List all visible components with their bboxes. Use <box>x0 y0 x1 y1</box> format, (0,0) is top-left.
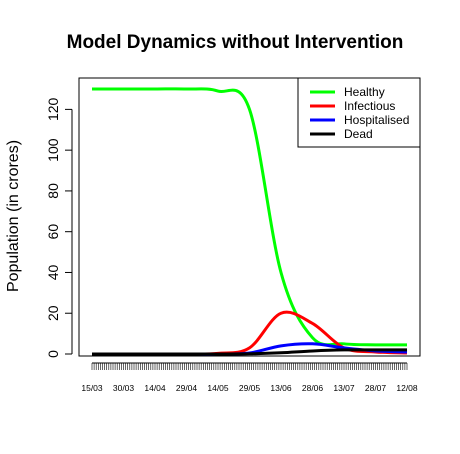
x-tick-label: 28/06 <box>302 383 324 393</box>
y-axis: 0 20 40 60 80 100 120 <box>45 97 73 358</box>
y-tick-label: 60 <box>45 224 61 240</box>
series-line-healthy <box>92 87 408 347</box>
y-tick-label: 100 <box>45 138 61 162</box>
y-axis-label: Population (in crores) <box>5 140 22 292</box>
y-tick-label: 40 <box>45 264 61 280</box>
plot-area <box>78 77 421 357</box>
legend-label: Dead <box>344 127 373 141</box>
x-tick-label: 14/04 <box>144 383 166 393</box>
legend-label: Hospitalised <box>344 113 409 127</box>
legend-label: Infectious <box>344 99 395 113</box>
chart-title: Model Dynamics without Intervention <box>67 32 404 53</box>
x-tick-label: 13/07 <box>333 383 355 393</box>
x-tick-label: 29/04 <box>176 383 198 393</box>
y-tick-label: 20 <box>45 305 61 321</box>
x-tick-label: 28/07 <box>365 383 387 393</box>
x-tick-label: 14/05 <box>207 383 229 393</box>
series-line-dead <box>91 348 407 356</box>
x-tick-label: 30/03 <box>113 383 135 393</box>
x-tick-label: 29/05 <box>239 383 261 393</box>
series-line-infectious <box>91 310 408 356</box>
x-tick-label: 15/03 <box>81 383 103 393</box>
y-tick-label: 120 <box>45 97 61 121</box>
series-layer <box>91 87 408 356</box>
y-tick-label: 80 <box>45 183 61 199</box>
legend-label: Healthy <box>344 85 385 99</box>
x-tick-label: 13/06 <box>270 383 292 393</box>
legend-box <box>297 77 421 148</box>
y-tick-label: 0 <box>45 350 61 358</box>
x-tick-label: 12/08 <box>396 383 418 393</box>
x-axis: 15/03 30/03 14/04 29/04 14/05 29/05 13/06 28/06… <box>81 362 418 393</box>
